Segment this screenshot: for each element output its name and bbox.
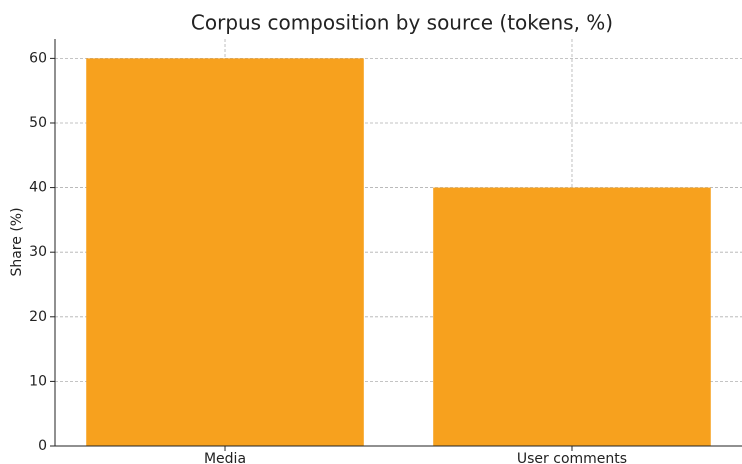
y-tick-label: 60: [29, 50, 47, 66]
chart-title: Corpus composition by source (tokens, %): [191, 11, 613, 35]
y-tick-label: 20: [29, 309, 47, 325]
bar: [86, 58, 364, 446]
y-axis-label: Share (%): [9, 207, 25, 276]
x-tick-label: User comments: [517, 451, 627, 464]
y-tick-label: 40: [29, 180, 47, 196]
y-tick-label: 10: [29, 373, 47, 389]
y-tick-label: 30: [29, 244, 47, 260]
x-tick-label: Media: [204, 451, 246, 464]
y-tick-label: 50: [29, 115, 47, 131]
y-tick-label: 0: [38, 438, 47, 454]
bar: [433, 187, 711, 447]
